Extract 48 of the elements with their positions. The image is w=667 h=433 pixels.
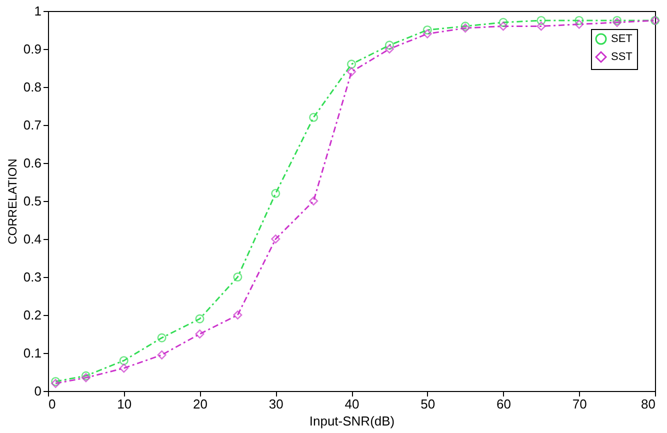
point (195, 329, 204, 339)
x-axis-title: Input-SNR(dB) (309, 414, 395, 428)
y-tick-label: 0 (34, 384, 42, 398)
point (271, 234, 280, 244)
point (157, 333, 166, 342)
point (574, 16, 584, 26)
y-tick-label: 0.5 (23, 194, 42, 208)
x-tick-label: 80 (641, 396, 656, 412)
point (195, 314, 204, 324)
point (346, 67, 356, 76)
x-tick-label: 10 (117, 396, 132, 412)
x-tick-label: 70 (572, 396, 587, 412)
point (422, 25, 432, 35)
x-tick-label: 40 (344, 396, 360, 412)
legend-label: SET (611, 33, 633, 45)
point (384, 40, 394, 50)
y-tick-label: 0.9 (23, 42, 42, 56)
y-tick-label: 1 (34, 4, 42, 18)
x-tick-label: 60 (496, 396, 511, 412)
y-tick-label: 0.7 (23, 118, 42, 132)
point (574, 20, 584, 29)
y-tick-label: 0.2 (23, 308, 42, 322)
point (309, 196, 318, 206)
point (119, 364, 128, 373)
point (498, 18, 508, 27)
point (119, 356, 128, 366)
point (157, 350, 166, 360)
y-tick-label: 0.8 (23, 80, 42, 94)
x-tick-label: 0 (48, 396, 56, 412)
y-tick-label: 0.6 (23, 156, 42, 170)
point (233, 310, 242, 320)
y-tick-label: 0.3 (23, 270, 42, 284)
point (536, 22, 546, 31)
x-tick-label: 50 (420, 396, 436, 412)
x-tick-label: 30 (268, 396, 284, 412)
point (233, 272, 242, 282)
x-tick-label: 20 (193, 396, 208, 412)
point (271, 188, 280, 198)
point (309, 112, 318, 122)
point (498, 22, 508, 31)
legend-label: SST (611, 51, 633, 63)
y-tick-label: 0.1 (23, 346, 42, 360)
point (384, 44, 394, 54)
y-tick-label: 0.4 (23, 232, 42, 246)
point (422, 29, 432, 38)
point (346, 60, 356, 69)
y-axis-title: CORRELATION (5, 158, 20, 244)
point (536, 16, 546, 26)
